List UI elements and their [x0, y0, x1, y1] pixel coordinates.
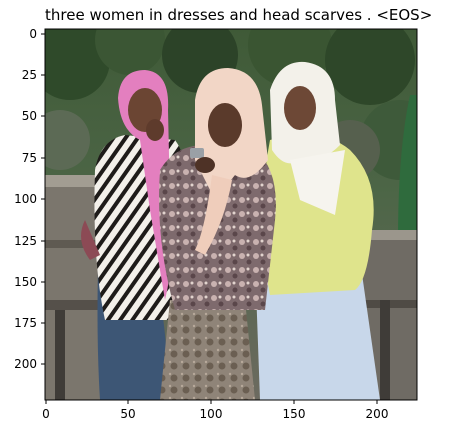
woman-middle	[159, 68, 276, 400]
y-tick: 25	[22, 68, 45, 82]
y-tick: 150	[14, 275, 45, 289]
phone	[190, 148, 204, 158]
woman-right-skirt	[255, 260, 380, 400]
x-tick: 0	[42, 400, 50, 421]
y-tick-label: 75	[22, 151, 37, 165]
x-tick-label: 200	[366, 407, 389, 421]
woman-middle-scarf-end	[195, 175, 232, 255]
woman-middle-face	[208, 103, 242, 147]
background-person	[398, 95, 417, 240]
y-tick: 125	[14, 234, 45, 248]
x-tick-label: 0	[42, 407, 50, 421]
axes-frame	[44, 28, 418, 401]
y-tick-label: 150	[14, 275, 37, 289]
woman-middle-hands	[195, 157, 215, 173]
x-tick: 150	[283, 400, 306, 421]
y-tick: 100	[14, 192, 45, 206]
woman-right	[255, 61, 380, 400]
y-tick-label: 175	[14, 316, 37, 330]
photo	[45, 29, 417, 400]
woman-left-hands	[146, 119, 164, 141]
y-tick: 200	[14, 357, 45, 371]
x-axis: 0 50 100 150 200	[42, 400, 388, 421]
y-tick: 0	[29, 27, 45, 41]
x-tick-label: 150	[283, 407, 306, 421]
y-tick-label: 200	[14, 357, 37, 371]
y-tick-label: 0	[29, 27, 37, 41]
y-tick-label: 25	[22, 68, 37, 82]
woman-left-bag	[81, 220, 100, 260]
y-tick-label: 50	[22, 109, 37, 123]
y-tick-label: 125	[14, 234, 37, 248]
figure-title: three women in dresses and head scarves …	[45, 6, 433, 24]
x-tick-label: 100	[200, 407, 223, 421]
x-tick: 50	[120, 400, 136, 421]
x-tick: 200	[366, 400, 389, 421]
x-tick: 100	[200, 400, 223, 421]
x-tick-label: 50	[120, 407, 135, 421]
y-tick: 75	[22, 151, 45, 165]
wooden-fence	[45, 175, 417, 400]
y-tick: 175	[14, 316, 45, 330]
woman-middle-skirt	[160, 300, 255, 400]
y-tick-label: 100	[14, 192, 37, 206]
woman-right-top	[262, 134, 374, 295]
woman-right-scarf-fringe	[290, 150, 345, 215]
y-tick: 50	[22, 109, 45, 123]
y-axis: 0 25 50 75 100 125	[14, 27, 45, 371]
woman-right-face	[284, 86, 316, 130]
